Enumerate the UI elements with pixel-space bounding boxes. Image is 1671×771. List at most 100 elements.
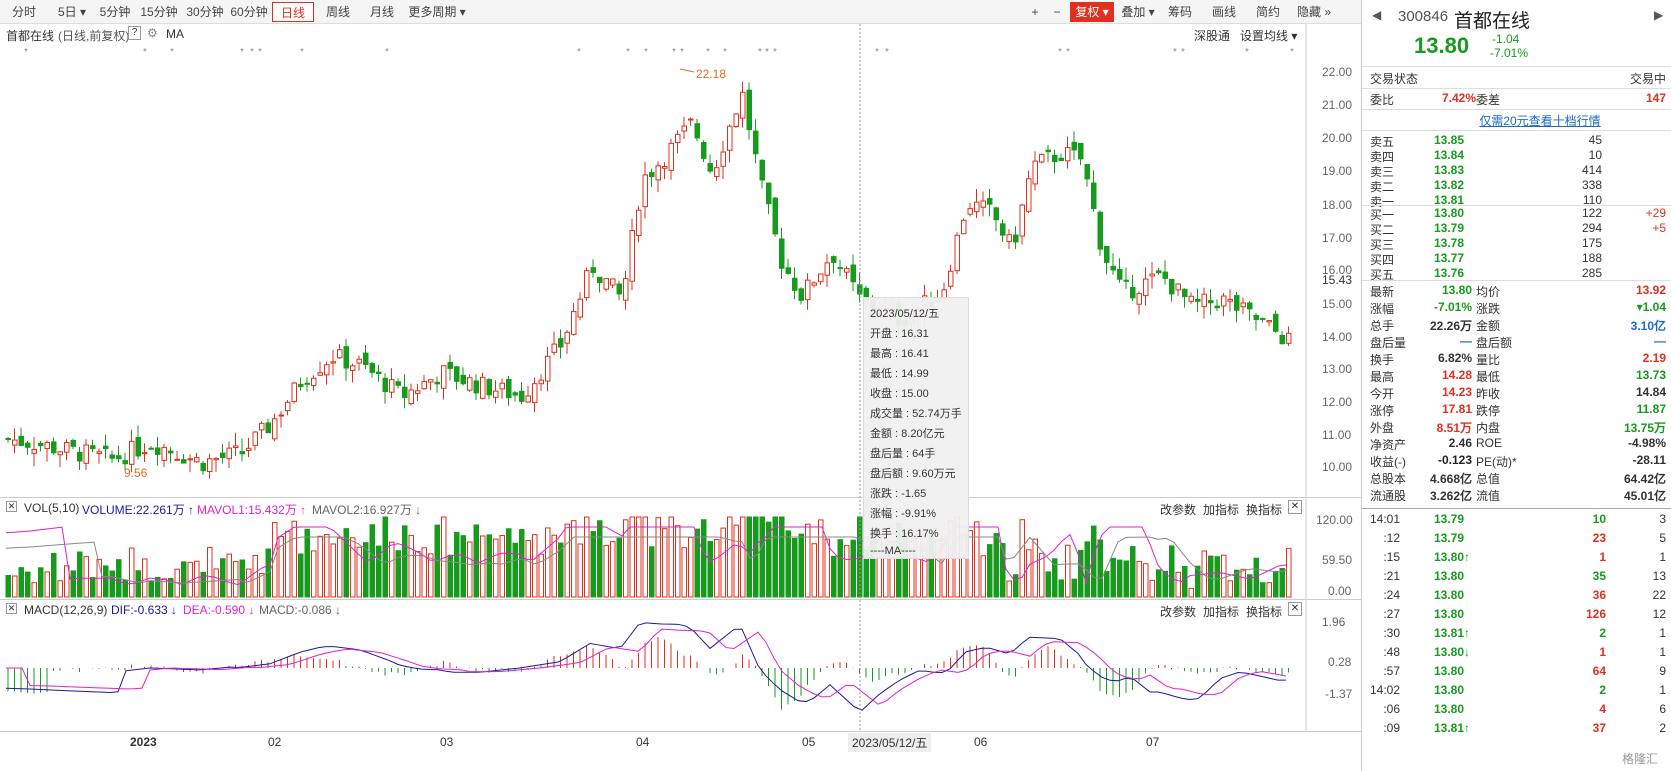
- candle-body: [64, 442, 70, 453]
- candle-body: [304, 382, 310, 385]
- tick-price: 13.80: [1434, 569, 1465, 583]
- volume-bar: [376, 545, 382, 598]
- volume-bar: [636, 516, 642, 598]
- stat-value: 6.82%: [1437, 351, 1472, 365]
- tab-5day[interactable]: 5日 ▾: [57, 5, 87, 19]
- candle-body: [226, 447, 232, 460]
- candle-body: [428, 379, 434, 383]
- event-marker: *: [1173, 47, 1177, 58]
- volume-bar: [499, 535, 505, 598]
- volume-bar: [1227, 580, 1233, 598]
- candle-body: [512, 392, 518, 396]
- candle-body: [1097, 211, 1103, 250]
- level-label: 卖二: [1370, 180, 1395, 194]
- volume-bar: [122, 579, 128, 598]
- candle-body: [675, 133, 681, 144]
- promo-link[interactable]: 仅需20元查看十档行情: [1479, 114, 1601, 128]
- volume-bar: [1123, 560, 1129, 598]
- volume-bar: [590, 531, 596, 598]
- next-stock-icon[interactable]: ▶: [1654, 8, 1664, 22]
- macd-switch-button[interactable]: 换指标: [1246, 605, 1283, 619]
- tick-count: 12: [1652, 607, 1666, 621]
- event-marker: *: [300, 47, 304, 58]
- buy-level: 买五 13.76 285: [1370, 266, 1666, 282]
- vol-close-button[interactable]: ✕: [1288, 500, 1302, 514]
- candle-body: [538, 379, 544, 385]
- volume-bar: [31, 582, 37, 598]
- stat-label: 最低: [1476, 370, 1501, 384]
- volume-bar: [987, 544, 993, 598]
- chart-area[interactable]: 分时 5日 ▾ 5分钟 15分钟 30分钟 60分钟 日线 周线 月线 更多周期…: [0, 0, 1361, 771]
- macd-dif: DIF:-0.633 ↓: [111, 603, 178, 617]
- candle-body: [174, 458, 180, 461]
- candle-body: [688, 118, 694, 121]
- level-qty: 110: [1582, 193, 1602, 207]
- stat-label: 金额: [1476, 319, 1501, 333]
- candle-body: [1130, 287, 1136, 299]
- tab-5min[interactable]: 5分钟: [99, 5, 131, 19]
- ma-settings-button[interactable]: 设置均线 ▾: [1240, 29, 1298, 43]
- vol-title: VOL(5,10): [24, 501, 80, 515]
- volume-bar: [779, 516, 785, 598]
- volume-bar: [993, 533, 999, 598]
- tab-30min[interactable]: 30分钟: [186, 5, 224, 19]
- tab-15min[interactable]: 15分钟: [140, 5, 178, 19]
- adjust-button[interactable]: 复权 ▾: [1070, 2, 1114, 22]
- kline-chart[interactable]: * * * * * * * * * * * * * * * * * * * * * * * * * *: [0, 0, 1361, 771]
- macd-add-button[interactable]: 加指标: [1203, 605, 1240, 619]
- tab-weekly[interactable]: 周线: [325, 5, 350, 19]
- macd-param-button[interactable]: 改参数: [1160, 605, 1197, 619]
- event-marker: *: [240, 47, 244, 58]
- volume-bar: [109, 570, 115, 598]
- zoom-out-button[interactable]: −: [1053, 5, 1061, 19]
- vol-add-button[interactable]: 加指标: [1203, 503, 1240, 517]
- simple-button[interactable]: 简约: [1255, 5, 1280, 19]
- vol-param-button[interactable]: 改参数: [1160, 503, 1197, 517]
- candle-body: [1221, 295, 1227, 307]
- draw-button[interactable]: 画线: [1211, 5, 1236, 19]
- stat-row: 最高 14.28 最低 13.73: [1370, 368, 1666, 384]
- volume-bar: [525, 540, 531, 598]
- level-qty: 175: [1581, 236, 1602, 250]
- tab-monthly[interactable]: 月线: [369, 5, 394, 19]
- price-tick: 21.00: [1322, 98, 1353, 112]
- candle-body: [1013, 234, 1019, 243]
- vol-switch-button[interactable]: 换指标: [1246, 503, 1283, 517]
- settings-icon[interactable]: ⚙: [147, 26, 158, 40]
- candle-body: [681, 125, 687, 132]
- stat-label: 涨停: [1370, 404, 1395, 418]
- tab-60min[interactable]: 60分钟: [230, 5, 268, 19]
- candle-body: [142, 452, 148, 455]
- tick-volume: 23: [1592, 531, 1606, 545]
- volume-bar: [460, 535, 466, 598]
- candle-body: [1195, 298, 1201, 302]
- price-tick: 17.00: [1322, 231, 1353, 245]
- hk-connect-label[interactable]: 深股通: [1194, 29, 1231, 43]
- volume-bar: [1058, 579, 1064, 598]
- tick-row: :27 13.80 126 12: [1370, 607, 1666, 623]
- hide-button[interactable]: 隐藏 »: [1296, 5, 1331, 19]
- tick-row: :21 13.80 35 13: [1370, 569, 1666, 585]
- candle-body: [519, 390, 525, 402]
- event-marker: *: [143, 47, 147, 58]
- event-marker: *: [1290, 47, 1294, 58]
- last-price: 13.80: [1414, 33, 1470, 58]
- candle-body: [720, 151, 726, 167]
- macd-close-button[interactable]: ✕: [1288, 602, 1302, 616]
- macd-close-icon[interactable]: ✕: [6, 603, 17, 614]
- period-toolbar: 分时 5日 ▾ 5分钟 15分钟 30分钟 60分钟 日线 周线 月线 更多周期…: [0, 0, 1361, 24]
- tab-intraday[interactable]: 分时: [11, 5, 36, 19]
- candle-body: [148, 447, 154, 450]
- tick-price: 13.81↑: [1434, 626, 1471, 640]
- prev-stock-icon[interactable]: ◀: [1372, 8, 1382, 22]
- tab-daily[interactable]: 日线: [272, 2, 314, 22]
- help-icon[interactable]: ?: [128, 26, 141, 40]
- stat-value: 14.23: [1441, 385, 1472, 399]
- macd-axis-top: 1.96: [1322, 615, 1346, 629]
- tab-more-periods[interactable]: 更多周期 ▾: [408, 5, 466, 19]
- overlay-button[interactable]: 叠加 ▾: [1121, 5, 1155, 19]
- zoom-in-button[interactable]: +: [1031, 5, 1039, 19]
- chips-button[interactable]: 筹码: [1167, 5, 1192, 19]
- vol-close-icon[interactable]: ✕: [6, 501, 17, 512]
- level-price: 13.82: [1434, 178, 1465, 192]
